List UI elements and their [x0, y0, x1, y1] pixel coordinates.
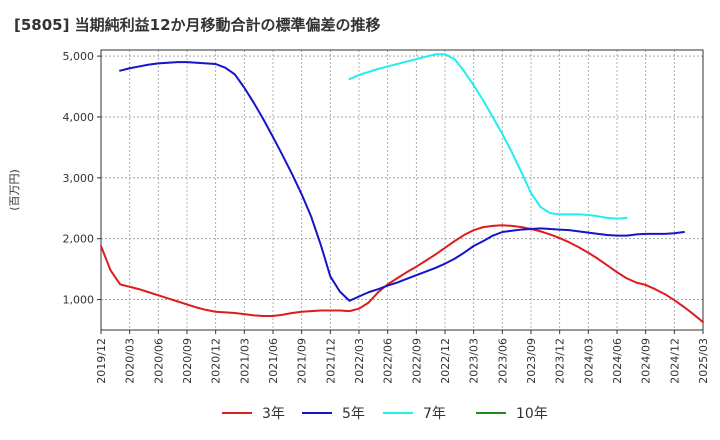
x-tick-label: 2023/12 [554, 338, 567, 384]
legend-label-1: 3年 [262, 406, 285, 422]
plot-frame [100, 49, 704, 331]
x-tick-label: 2022/03 [353, 338, 366, 384]
y-tick-label: 3,000 [63, 172, 95, 185]
x-tick-label: 2020/06 [152, 338, 165, 384]
x-tick-label: 2021/09 [296, 338, 309, 384]
x-tick-label: 2020/03 [124, 338, 137, 384]
x-tick-label: 2023/06 [496, 338, 509, 384]
legend-label-4: 10年 [516, 406, 548, 422]
x-tick-label: 2024/03 [582, 338, 595, 384]
y-tick-label: 4,000 [63, 111, 95, 124]
x-tick-label: 2022/06 [382, 338, 395, 384]
x-tick-label: 2020/12 [210, 338, 223, 384]
series-line-1 [100, 224, 704, 324]
x-tick-label: 2023/03 [468, 338, 481, 384]
y-tick-label: 1,000 [63, 294, 95, 307]
x-tick-label: 2024/09 [640, 338, 653, 384]
x-tick-label: 2022/09 [410, 338, 423, 384]
x-tick-label: 2024/06 [611, 338, 624, 384]
series-lines [100, 53, 704, 324]
series-line-2 [119, 61, 685, 302]
x-tick-label: 2021/06 [267, 338, 280, 384]
legend: 3年 5年 7年 10年 [222, 406, 548, 422]
x-tick-label: 2025/03 [697, 338, 710, 384]
x-tick-label: 2021/03 [238, 338, 251, 384]
x-tick-label: 2024/12 [668, 338, 681, 384]
gridlines [101, 50, 703, 330]
x-tick-label: 2020/09 [181, 338, 194, 384]
x-tick-label: 2023/09 [525, 338, 538, 384]
y-tick-label: 2,000 [63, 233, 95, 246]
x-tick-label: 2022/12 [439, 338, 452, 384]
legend-label-3: 7年 [423, 406, 446, 422]
series-line-3 [348, 53, 628, 220]
x-axis: 2019/12 2020/03 2020/06 2020/09 2020/12 2021/… [95, 330, 710, 384]
y-axis-label: (百万円) [8, 169, 21, 211]
y-tick-label: 5,000 [63, 50, 95, 63]
x-tick-label: 2019/12 [95, 338, 108, 384]
x-tick-label: 2021/12 [324, 338, 337, 384]
legend-label-2: 5年 [342, 406, 365, 422]
y-axis: 1,000 2,000 3,000 4,000 5,000 [63, 50, 101, 307]
chart-title: [5805] 当期純利益12か月移動合計の標準偏差の推移 [14, 16, 381, 34]
